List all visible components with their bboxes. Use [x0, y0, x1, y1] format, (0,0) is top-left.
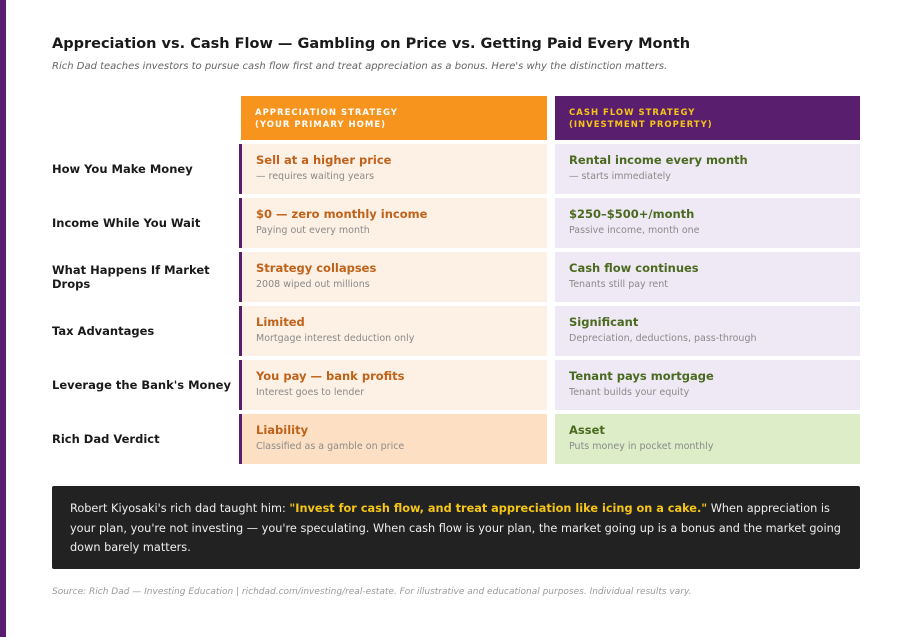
cell-main: $0 — zero monthly income — [256, 207, 428, 221]
cell-main: Rental income every month — [569, 153, 748, 167]
header-line: APPRECIATION STRATEGY — [255, 108, 398, 118]
cell-sub: Tenant builds your equity — [569, 387, 690, 398]
table-cell: Strategy collapses 2008 wiped out million… — [239, 252, 547, 302]
cell-sub: Depreciation, deductions, pass-through — [569, 333, 757, 344]
cell-sub: Mortgage interest deduction only — [256, 333, 415, 344]
row-label: Tax Advantages — [52, 324, 155, 338]
cell-main: Limited — [256, 315, 305, 329]
cell-sub: Paying out every month — [256, 225, 370, 236]
column-header: APPRECIATION STRATEGY (YOUR PRIMARY HOME… — [241, 96, 547, 140]
table-cell: $0 — zero monthly income Paying out every… — [239, 198, 547, 248]
cell-main: Liability — [256, 423, 309, 437]
row-label: How You Make Money — [52, 162, 193, 176]
header-line: (INVESTMENT PROPERTY) — [569, 120, 713, 130]
row-label: Income While You Wait — [52, 216, 201, 230]
row-label: Rich Dad Verdict — [52, 432, 160, 446]
accent-strip — [0, 0, 6, 637]
cell-sub: Interest goes to lender — [256, 387, 365, 398]
source: Source: Rich Dad — Investing Education |… — [52, 587, 692, 597]
table-cell: Cash flow continues Tenants still pay ren… — [555, 252, 860, 302]
cell-main: Sell at a higher price — [256, 153, 392, 167]
cell-sub: — starts immediately — [569, 171, 671, 182]
cell-sub: — requires waiting years — [256, 171, 375, 182]
column-header: CASH FLOW STRATEGY (INVESTMENT PROPERTY) — [555, 96, 860, 140]
table-cell: You pay — bank profits Interest goes to l… — [239, 360, 547, 410]
cell-main: You pay — bank profits — [256, 369, 405, 383]
cell-sub: Classified as a gamble on price — [256, 441, 405, 452]
cell-main: Significant — [569, 315, 639, 329]
table-cell: Sell at a higher price — requires waiting… — [239, 144, 547, 194]
cell-main: $250–$500+/month — [569, 207, 695, 221]
row-label: What Happens If Market Drops — [52, 263, 210, 291]
cell-main: Tenant pays mortgage — [569, 369, 714, 383]
cell-main: Strategy collapses — [256, 261, 377, 275]
title: Appreciation vs. Cash Flow — Gambling on… — [52, 36, 691, 52]
table-cell: Asset Puts money in pocket monthly — [555, 414, 860, 464]
quote-text: When appreciation is your plan, you're n… — [70, 502, 841, 554]
table-cell: Tenant pays mortgage Tenant builds your e… — [555, 360, 860, 410]
cell-sub: Puts money in pocket monthly — [569, 441, 714, 452]
table-cell: Rental income every month — starts immedi… — [555, 144, 860, 194]
header-line: (YOUR PRIMARY HOME) — [255, 120, 387, 130]
quote-text: Robert Kiyosaki's rich dad taught him: — [70, 502, 290, 515]
quote-highlight: "Invest for cash flow, and treat appreci… — [289, 502, 708, 515]
cell-sub: Passive income, month one — [569, 225, 700, 236]
table-cell: Limited Mortgage interest deduction only — [239, 306, 547, 356]
row-label: Leverage the Bank's Money — [52, 378, 231, 392]
quote-box: Robert Kiyosaki's rich dad taught him: "… — [52, 486, 860, 569]
cell-main: Cash flow continues — [569, 261, 699, 275]
table-cell: Liability Classified as a gamble on price — [239, 414, 547, 464]
cell-sub: 2008 wiped out millions — [256, 279, 370, 290]
cell-main: Asset — [569, 423, 605, 437]
header-line: CASH FLOW STRATEGY — [569, 108, 696, 118]
subtitle: Rich Dad teaches investors to pursue cas… — [52, 61, 668, 72]
table-cell: Significant Depreciation, deductions, pas… — [555, 306, 860, 356]
table-cell: $250–$500+/month Passive income, month on… — [555, 198, 860, 248]
cell-sub: Tenants still pay rent — [569, 279, 668, 290]
